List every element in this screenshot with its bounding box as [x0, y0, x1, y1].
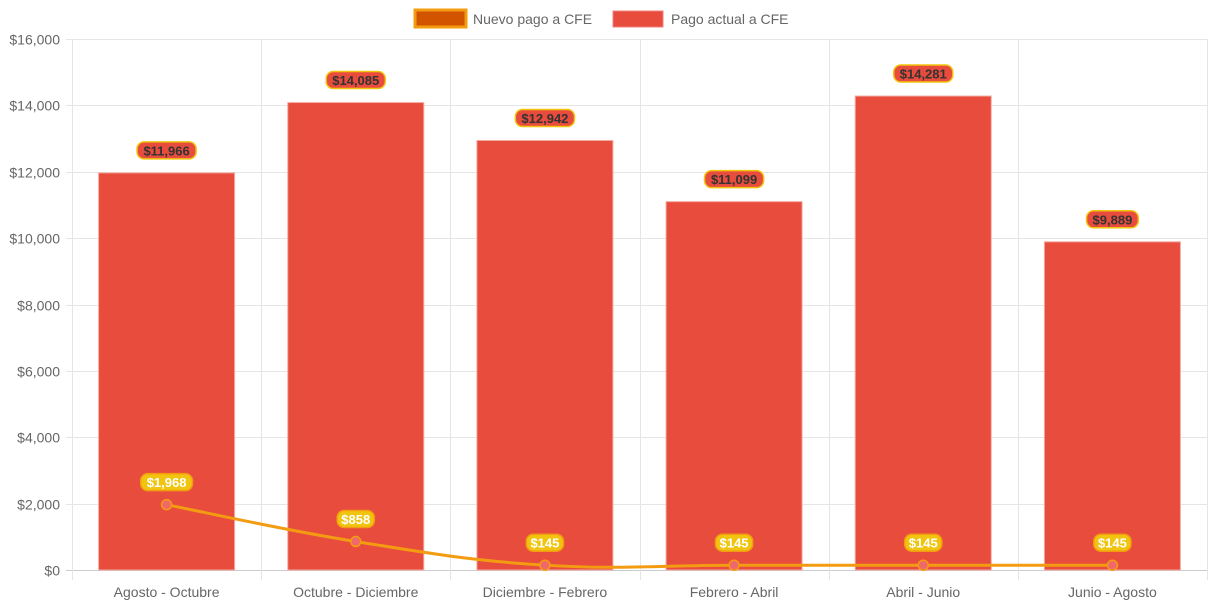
grid	[66, 39, 1208, 580]
bar-data-label: $12,942	[521, 111, 568, 126]
y-tick-label: $14,000	[9, 98, 60, 114]
bar-data-label: $14,281	[900, 67, 947, 82]
bar-data-label-bg	[1085, 210, 1140, 229]
y-tick-label: $6,000	[17, 364, 60, 380]
line-data-label: $858	[341, 512, 370, 527]
line-point[interactable]	[160, 498, 173, 511]
bars	[98, 95, 1181, 571]
bar-data-label-bg	[514, 108, 576, 128]
line-point[interactable]	[1106, 559, 1119, 571]
bar-data-label-bg	[325, 70, 387, 90]
bar-data-label: $11,966	[143, 143, 189, 158]
legend-label-nuevo[interactable]: Nuevo pago a CFE	[473, 11, 592, 27]
bar[interactable]	[476, 139, 614, 571]
line-series	[160, 498, 1119, 571]
bar-data-label: $9,889	[1093, 212, 1133, 227]
line-data-label: $1,968	[147, 475, 187, 490]
bar-data-label-bg	[703, 169, 765, 189]
line-data-label: $145	[720, 536, 749, 551]
bar[interactable]	[287, 102, 425, 571]
legend-swatch-actual[interactable]	[612, 10, 664, 28]
y-tick-label: $2,000	[17, 497, 60, 513]
line-path	[166, 503, 1113, 569]
line-point[interactable]	[350, 535, 362, 548]
x-tick-label: Octubre - Diciembre	[293, 584, 418, 600]
y-tick-label: $10,000	[9, 231, 60, 247]
bar-data-label-bg	[892, 64, 954, 83]
legend-swatch-nuevo[interactable]	[413, 8, 468, 29]
bar-data-label-bg	[136, 141, 197, 160]
line-data-label-bg	[525, 533, 565, 552]
line-data-label-bg	[139, 472, 194, 492]
x-tick-label: Febrero - Abril	[690, 584, 779, 600]
line-data-label-bg	[1093, 533, 1132, 552]
line-point[interactable]	[728, 559, 740, 571]
line-point[interactable]	[917, 559, 929, 571]
line-data-label-bg	[903, 533, 943, 552]
x-tick-label: Agosto - Octubre	[114, 584, 220, 600]
y-tick-label: $0	[44, 563, 60, 579]
bar-data-label: $11,099	[711, 172, 757, 187]
legend-label-actual[interactable]: Pago actual a CFE	[671, 11, 789, 27]
bar-data-label: $14,085	[332, 73, 379, 88]
line-data-label: $145	[530, 536, 559, 551]
line-data-label: $145	[909, 536, 938, 551]
y-tick-label: $4,000	[17, 430, 60, 446]
y-tick-label: $8,000	[17, 298, 60, 314]
data-labels: $11,966 $14,085 $12,942 $11,099 $14,281 $9,88…	[136, 64, 1140, 552]
line-point[interactable]	[539, 559, 551, 571]
y-tick-label: $12,000	[9, 165, 60, 181]
legend: Nuevo pago a CFE Pago actual a CFE	[413, 8, 789, 29]
x-tick-label: Junio - Agosto	[1068, 584, 1157, 600]
bar[interactable]	[1043, 241, 1181, 571]
y-tick-label: $16,000	[9, 32, 60, 48]
line-data-label-bg	[336, 509, 376, 529]
line-data-label-bg	[714, 533, 754, 552]
bar[interactable]	[665, 201, 803, 571]
x-tick-label: Diciembre - Febrero	[483, 584, 608, 600]
x-tick-label: Abril - Junio	[886, 584, 960, 600]
line-data-label: $145	[1098, 536, 1127, 551]
axes: $0 $2,000 $4,000 $6,000 $8,000 $10,000 $12,000…	[9, 32, 1157, 601]
bar[interactable]	[854, 95, 992, 571]
